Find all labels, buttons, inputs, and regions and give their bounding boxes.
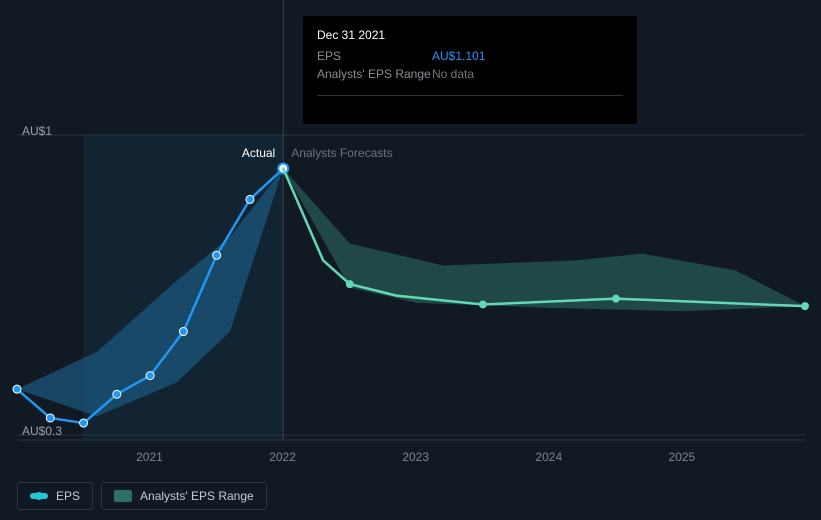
section-label-forecast: Analysts Forecasts [291,146,392,160]
x-axis-label: 2022 [269,450,296,464]
tooltip-date: Dec 31 2021 [317,26,623,44]
tooltip-separator [317,95,623,96]
tooltip-value: AU$1.101 [432,47,485,65]
legend-swatch-area [114,490,132,502]
tooltip-label: Analysts' EPS Range [317,65,432,83]
section-label-actual: Actual [242,146,275,160]
legend-item-eps[interactable]: EPS [17,482,93,510]
x-axis-label: 2024 [535,450,562,464]
legend-label: EPS [56,489,80,503]
eps-chart: Dec 31 2021 EPS AU$1.101 Analysts' EPS R… [0,0,821,520]
legend-swatch-line [30,493,48,499]
chart-legend: EPS Analysts' EPS Range [17,482,267,510]
tooltip-label: EPS [317,47,432,65]
tooltip-value: No data [432,65,474,83]
tooltip-row: EPS AU$1.101 [317,47,623,65]
y-axis-label: AU$1 [22,124,52,138]
tooltip-row: Analysts' EPS Range No data [317,65,623,83]
chart-tooltip: Dec 31 2021 EPS AU$1.101 Analysts' EPS R… [303,16,637,124]
legend-label: Analysts' EPS Range [140,489,254,503]
y-axis-label: AU$0.3 [22,424,62,438]
x-axis-label: 2021 [136,450,163,464]
legend-item-eps-range[interactable]: Analysts' EPS Range [101,482,267,510]
x-axis-label: 2025 [669,450,696,464]
x-axis-label: 2023 [402,450,429,464]
